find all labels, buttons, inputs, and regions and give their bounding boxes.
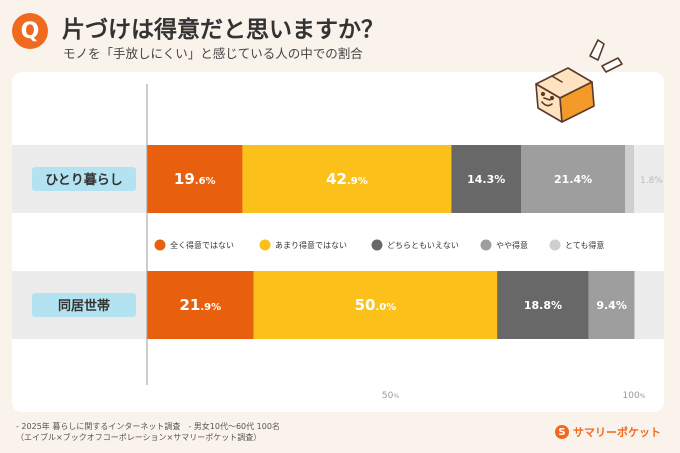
data-label: 50.0% [355,296,397,314]
data-label-int: 50 [355,296,376,314]
category-label: ひとり暮らし [45,172,123,188]
legend-label: やや得意 [496,240,528,250]
data-label-decimal: .9% [200,302,221,313]
legend-swatch [259,239,271,251]
bar-segment [521,145,626,213]
legend-label: あまり得意ではない [275,240,347,250]
bar-segment [588,271,635,339]
category-label-bg [32,293,136,317]
data-label: 21.9% [179,296,221,314]
tick-unit: % [393,393,399,400]
category-label-bg [32,167,136,191]
data-label-int: 42 [326,170,347,188]
data-label: 42.9% [326,170,368,188]
legend-label: 全く得意ではない [170,240,234,250]
stacked-bar-chart: 19.6% 42.9% 14.3% 21.4% 1.8%21.9% 50.0% 18.8% 9… [12,84,664,401]
survey-note: - 2025年 暮らしに関するインターネット調査 - 男女10代〜60代 100… [16,421,280,443]
data-label: 18.8% [524,299,562,312]
survey-note-line: - 2025年 暮らしに関するインターネット調査 - 男女10代〜60代 100… [16,422,280,431]
bar-segment [147,145,243,213]
page-title: 片づけは得意だと思いますか？ [62,17,384,43]
data-label: 9.4% [596,299,627,312]
legend-swatch [549,239,561,251]
survey-note-line: （エイブル×ブックオフコーポレーション×サマリーポケット調査） [16,433,262,442]
data-label-decimal: .6% [195,176,216,187]
tick-label: 50% [382,391,399,401]
legend-label: とても得意 [565,240,604,250]
page-subtitle: モノを「手放しにくい」と感じている人の中での割合 [63,46,363,61]
data-label: 14.3% [467,173,505,186]
data-label-decimal: .0% [375,302,396,313]
cardboard-box-illustration [535,39,623,123]
data-label: 19.6% [174,170,216,188]
logo-text: サマリーポケット [573,426,661,439]
tick-unit: % [640,393,646,400]
bar-segment [147,271,254,339]
brand-logo: S サマリーポケット [555,424,661,440]
bar-segment [253,271,498,339]
bar-segment [242,145,452,213]
legend-label: どちらともいえない [387,241,459,250]
question-badge: Q [12,13,48,49]
data-label-decimal: .9% [347,176,368,187]
data-label: 1.8% [640,176,663,186]
bar-segment [497,271,589,339]
logo-icon: S [555,425,569,439]
legend-swatch [371,239,383,251]
data-label-int: 19 [174,170,195,188]
chart-card: 19.6% 42.9% 14.3% 21.4% 1.8% 21.9% 50.0% 18.8% 9… [12,72,664,412]
bar-segment [451,145,522,213]
bar-segment [625,145,634,213]
tick-label: 100% [623,391,646,401]
tick-value: 50 [382,391,394,401]
tick-value: 100 [623,391,640,401]
category-label: 同居世帯 [58,298,110,314]
legend-swatch [154,239,166,251]
data-label-int: 21 [179,296,200,314]
data-label: 21.4% [554,173,592,186]
legend-swatch [480,239,492,251]
